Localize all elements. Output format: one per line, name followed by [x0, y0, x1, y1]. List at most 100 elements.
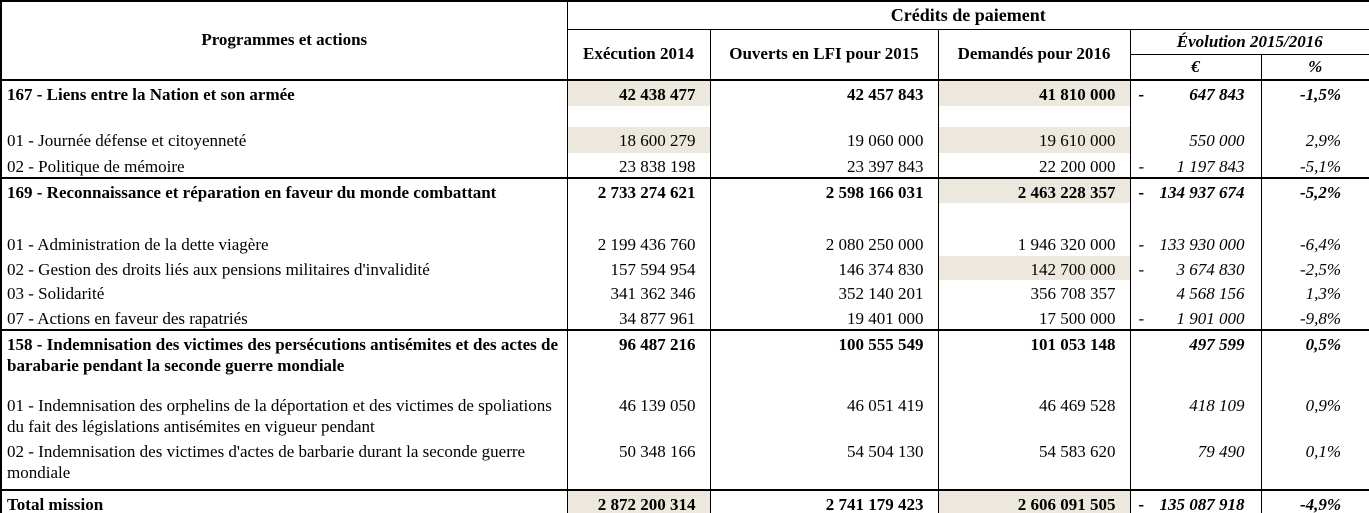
cell-demande-2016: 19 610 000: [937, 126, 1131, 153]
cell-demande-2016: 2 606 091 505: [937, 488, 1131, 513]
cell-demande-2016: 54 583 620: [937, 437, 1131, 490]
cell-evolution-eur: - 3 674 830: [1129, 255, 1262, 280]
cell-lfi-2015: 54 504 130: [709, 437, 939, 490]
evolution-eur-value: 4 568 156: [1176, 283, 1245, 303]
evolution-sign: -: [1138, 494, 1145, 513]
cell-demande-2016: 22 200 000: [937, 152, 1131, 178]
cell-lfi-2015: 19 060 000: [709, 126, 939, 153]
cell-demande-2016: 41 810 000: [937, 79, 1131, 106]
cell-demande-2016: 17 500 000: [937, 304, 1131, 330]
cell-evolution-pct: 1,3%: [1260, 279, 1369, 305]
header-credits-paiement: Crédits de paiement: [566, 0, 1369, 30]
header-demandes-2016: Demandés pour 2016: [937, 28, 1131, 81]
cell-execution-2014: 2 199 436 760: [566, 230, 711, 256]
cell-evolution-eur: - 1 901 000: [1129, 304, 1262, 330]
header-euro: €: [1129, 53, 1262, 81]
cell-lfi-2015: 352 140 201: [709, 279, 939, 305]
table-row-action-01-journee: 01 - Journée défense et citoyenneté 18 6…: [0, 126, 1369, 153]
row-label: 158 - Indemnisation des victimes des per…: [0, 328, 568, 392]
header-percent: %: [1260, 53, 1369, 81]
cell-demande-2016: 142 700 000: [937, 255, 1131, 280]
evolution-sign: -: [1138, 259, 1145, 279]
cell-evolution-pct: 0,5%: [1260, 328, 1369, 392]
cell-demande-2016: 2 463 228 357: [937, 176, 1131, 203]
cell-lfi-2015: 100 555 549: [709, 328, 939, 392]
table-row-action-02-barbarie: 02 - Indemnisation des victimes d'actes …: [0, 437, 1369, 490]
cell-evolution-eur: 418 109: [1129, 391, 1262, 438]
cell-evolution-pct: 0,1%: [1260, 437, 1369, 490]
spacer-row: [0, 202, 1369, 231]
evolution-eur-value: 1 197 843: [1176, 156, 1245, 176]
cell-lfi-2015: 46 051 419: [709, 391, 939, 438]
cell-evolution-eur: -135 087 918: [1129, 488, 1262, 513]
evolution-sign: -: [1138, 156, 1145, 176]
cell-evolution-eur: - 1 197 843: [1129, 152, 1262, 178]
cell-evolution-pct: 2,9%: [1260, 126, 1369, 153]
cell-execution-2014: 2 733 274 621: [566, 176, 711, 203]
cell-execution-2014: 96 487 216: [566, 328, 711, 392]
cell-execution-2014: 341 362 346: [566, 279, 711, 305]
evolution-sign: -: [1138, 308, 1145, 328]
table-row-action-02-pensions: 02 - Gestion des droits liés aux pension…: [0, 255, 1369, 280]
evolution-eur-value: 3 674 830: [1176, 259, 1245, 279]
cell-evolution-pct: 0,9%: [1260, 391, 1369, 438]
table-row-action-07-rapatries: 07 - Actions en faveur des rapatriés 34 …: [0, 304, 1369, 330]
row-label: 02 - Indemnisation des victimes d'actes …: [0, 437, 568, 490]
row-label: 02 - Politique de mémoire: [0, 152, 568, 178]
row-label: 01 - Administration de la dette viagère: [0, 230, 568, 256]
table-row-program-158: 158 - Indemnisation des victimes des per…: [0, 328, 1369, 392]
evolution-eur-value: 647 843: [1189, 84, 1245, 104]
row-label: 03 - Solidarité: [0, 279, 568, 305]
cell-evolution-eur: 4 568 156: [1129, 279, 1262, 305]
cell-demande-2016: 1 946 320 000: [937, 230, 1131, 256]
cell-execution-2014: 34 877 961: [566, 304, 711, 330]
cell-execution-2014: 23 838 198: [566, 152, 711, 178]
row-label: 07 - Actions en faveur des rapatriés: [0, 304, 568, 330]
table-row-program-169: 169 - Reconnaissance et réparation en fa…: [0, 176, 1369, 203]
evolution-sign: -: [1138, 84, 1145, 104]
table-row-action-01-orphelins: 01 - Indemnisation des orphelins de la d…: [0, 391, 1369, 438]
cell-lfi-2015: 42 457 843: [709, 79, 939, 106]
cell-lfi-2015: 2 080 250 000: [709, 230, 939, 256]
cell-lfi-2015: 19 401 000: [709, 304, 939, 330]
table-row-action-02-memoire: 02 - Politique de mémoire 23 838 198 23 …: [0, 152, 1369, 178]
row-label: 01 - Journée défense et citoyenneté: [0, 126, 568, 153]
evolution-eur-value: 418 109: [1189, 395, 1245, 415]
evolution-eur-value: 134 937 674: [1159, 182, 1245, 202]
cell-evolution-eur: 550 000: [1129, 126, 1262, 153]
header-evolution: Évolution 2015/2016: [1129, 28, 1369, 55]
cell-evolution-pct: -5,2%: [1260, 176, 1369, 203]
row-label: 02 - Gestion des droits liés aux pension…: [0, 255, 568, 280]
spacer-row: [0, 105, 1369, 127]
table-row-program-167: 167 - Liens entre la Nation et son armée…: [0, 79, 1369, 106]
cell-evolution-eur: -133 930 000: [1129, 230, 1262, 256]
cell-lfi-2015: 146 374 830: [709, 255, 939, 280]
evolution-eur-value: 497 599: [1189, 334, 1245, 354]
evolution-sign: -: [1138, 182, 1145, 202]
header-execution-2014: Exécution 2014: [566, 28, 711, 81]
row-label: Total mission: [0, 488, 568, 513]
evolution-eur-value: 133 930 000: [1159, 234, 1245, 254]
cell-lfi-2015: 2 598 166 031: [709, 176, 939, 203]
cell-execution-2014: 50 348 166: [566, 437, 711, 490]
cell-evolution-eur: 79 490: [1129, 437, 1262, 490]
cell-execution-2014: 18 600 279: [566, 126, 711, 153]
table-row-action-01-dette-viagere: 01 - Administration de la dette viagère …: [0, 230, 1369, 256]
cell-evolution-pct: -2,5%: [1260, 255, 1369, 280]
header-programs: Programmes et actions: [0, 0, 568, 81]
cell-demande-2016: 356 708 357: [937, 279, 1131, 305]
cell-demande-2016: 101 053 148: [937, 328, 1131, 392]
cell-lfi-2015: 23 397 843: [709, 152, 939, 178]
row-label: 01 - Indemnisation des orphelins de la d…: [0, 391, 568, 438]
row-label: 169 - Reconnaissance et réparation en fa…: [0, 176, 568, 203]
table-row-total-mission: Total mission 2 872 200 314 2 741 179 42…: [0, 488, 1369, 513]
evolution-eur-value: 550 000: [1189, 130, 1245, 150]
cell-evolution-pct: -1,5%: [1260, 79, 1369, 106]
cell-execution-2014: 2 872 200 314: [566, 488, 711, 513]
cell-evolution-pct: -6,4%: [1260, 230, 1369, 256]
evolution-eur-value: 79 490: [1197, 441, 1245, 461]
cell-evolution-pct: -4,9%: [1260, 488, 1369, 513]
evolution-sign: -: [1138, 234, 1145, 254]
